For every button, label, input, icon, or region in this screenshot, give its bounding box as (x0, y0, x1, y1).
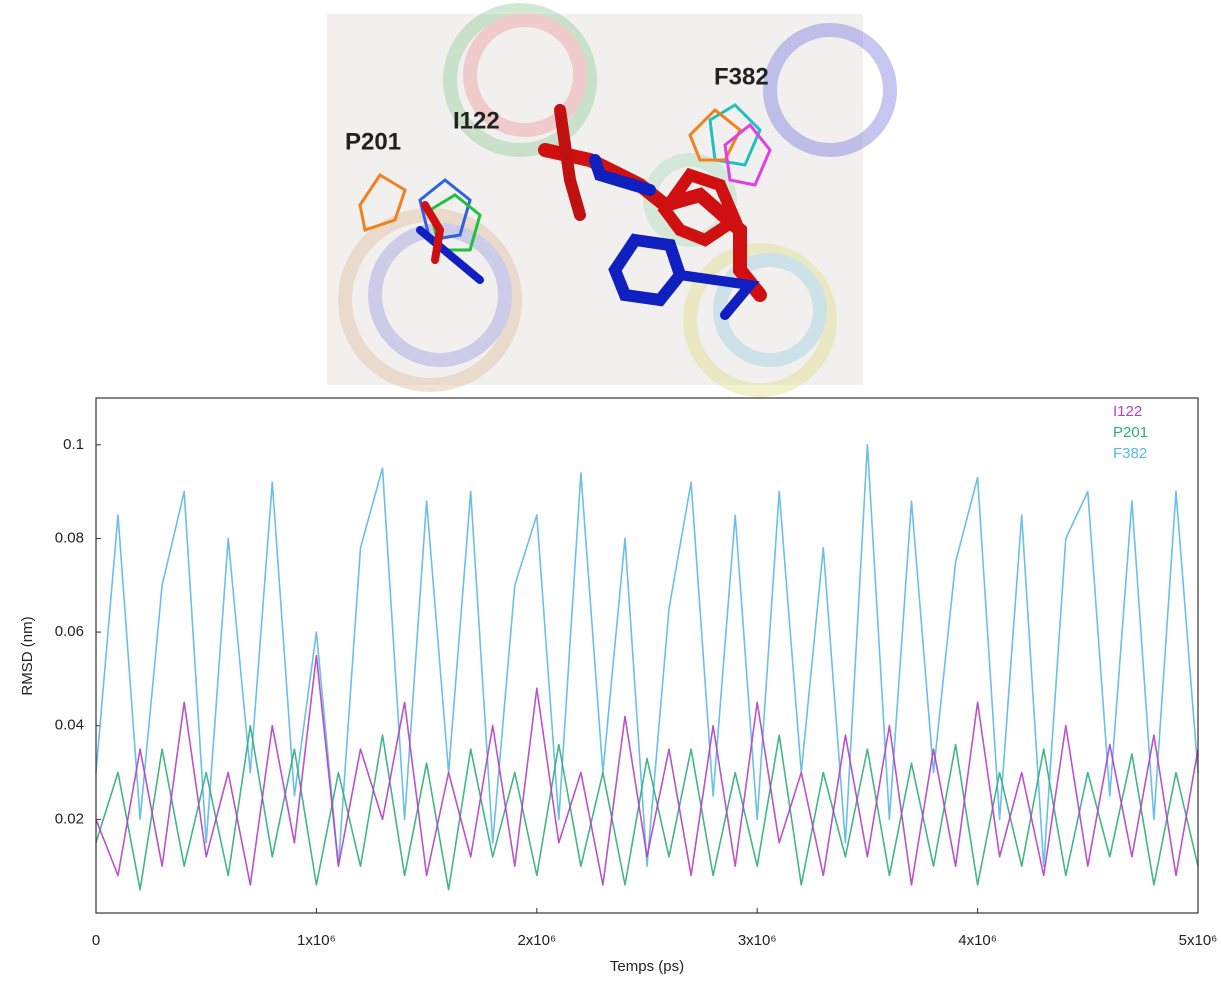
residue-label: F382 (714, 63, 769, 90)
x-axis-label: Temps (ps) (610, 958, 684, 975)
x-tick-label: 3x10⁶ (738, 932, 777, 949)
y-tick-label: 0.04 (55, 717, 84, 734)
x-tick-label: 1x10⁶ (297, 932, 336, 949)
y-tick-label: 0.02 (55, 810, 84, 827)
legend-entry: I122 (1113, 403, 1142, 420)
plot-frame (95, 397, 1199, 914)
molecular-image: P201 I122 F382 (327, 3, 897, 397)
y-tick-label: 0.1 (63, 436, 84, 453)
x-tick-label: 4x10⁶ (958, 932, 997, 949)
legend-entry: P201 (1113, 424, 1148, 441)
x-tick-label: 5x10⁶ (1179, 932, 1218, 949)
y-axis-label: RMSD (nm) (19, 616, 36, 695)
residue-label: P201 (345, 128, 401, 155)
series-line (95, 444, 1199, 867)
series-line (95, 654, 1199, 886)
legend-entry: F382 (1113, 445, 1147, 462)
x-tick-label: 2x10⁶ (517, 932, 556, 949)
series-line (95, 724, 1199, 891)
x-tick-label: 0 (92, 932, 100, 949)
y-tick-label: 0.06 (55, 623, 84, 640)
residue-label: I122 (453, 107, 500, 134)
y-tick-label: 0.08 (55, 529, 84, 546)
image-background (327, 14, 863, 385)
